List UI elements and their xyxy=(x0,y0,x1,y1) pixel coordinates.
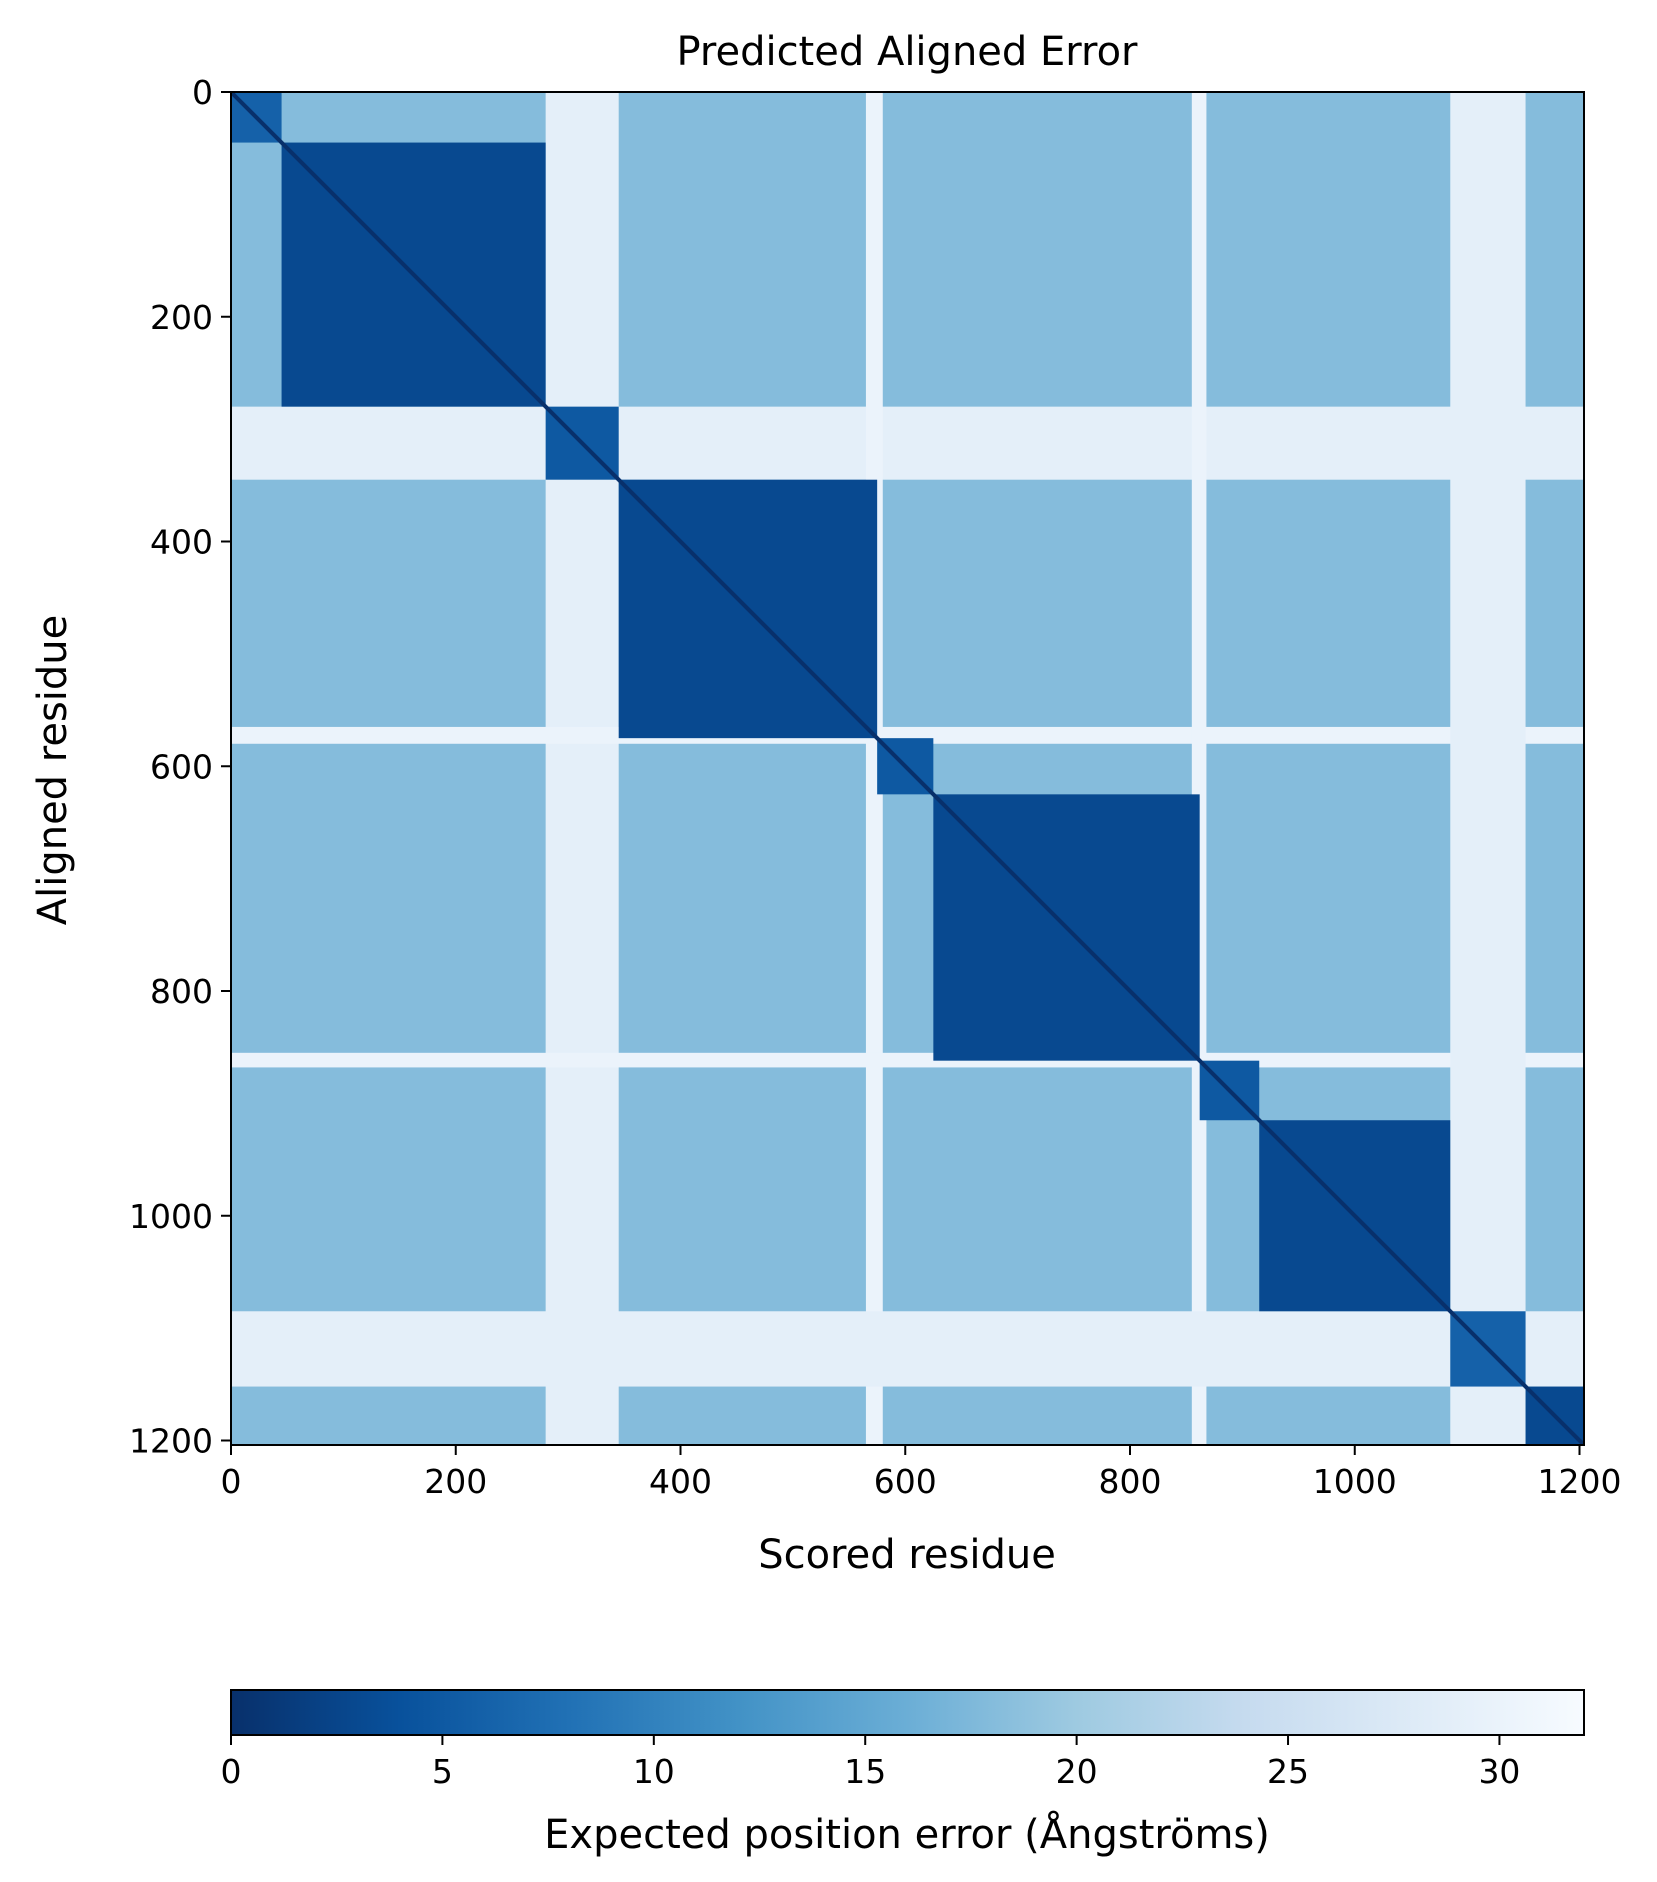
heatmap-flexible-row-1 xyxy=(231,726,1584,744)
heatmap-flexible-col-0 xyxy=(545,92,619,1445)
x-tick-label: 400 xyxy=(649,1462,712,1501)
y-tick-label: 400 xyxy=(150,523,213,562)
colorbar-tick-label: 25 xyxy=(1267,1752,1309,1791)
x-tick-label: 0 xyxy=(221,1462,242,1501)
colorbar-tick-label: 5 xyxy=(432,1752,453,1791)
colorbar-tick-label: 0 xyxy=(221,1752,242,1791)
y-tick-label: 200 xyxy=(150,298,213,337)
y-tick-label: 800 xyxy=(150,972,213,1011)
colorbar-tick-label: 15 xyxy=(844,1752,886,1791)
colorbar-title: Expected position error (Ångströms) xyxy=(544,1810,1270,1858)
x-tick-label: 200 xyxy=(424,1462,487,1501)
heatmap-flexible-col-1 xyxy=(865,92,883,1445)
y-tick-label: 1200 xyxy=(129,1422,213,1461)
x-axis: 0 200 400 600 800 1000 1200 xyxy=(221,1445,1622,1501)
x-tick-label: 1200 xyxy=(1538,1462,1622,1501)
y-axis-title: Aligned residue xyxy=(30,615,76,926)
colorbar-axis: 0 5 10 15 20 25 30 xyxy=(221,1735,1520,1791)
y-tick-label: 600 xyxy=(150,747,213,786)
heatmap-flexible-row-2 xyxy=(231,1052,1584,1068)
colorbar xyxy=(231,1690,1584,1735)
heatmap-flexible-col-2 xyxy=(1191,92,1207,1445)
heatmap-flexible-row-0 xyxy=(231,406,1584,480)
colorbar-tick-label: 20 xyxy=(1056,1752,1098,1791)
x-tick-label: 1000 xyxy=(1313,1462,1397,1501)
y-tick-label: 0 xyxy=(192,73,213,112)
chart-title: Predicted Aligned Error xyxy=(676,29,1138,75)
y-axis: 0 200 400 600 800 1000 1200 xyxy=(129,73,231,1461)
colorbar-tick-label: 30 xyxy=(1478,1752,1520,1791)
colorbar-frame xyxy=(230,1689,1585,1736)
y-tick-label: 1000 xyxy=(129,1197,213,1236)
plot-frame xyxy=(230,91,1585,1446)
heatmap-diagonal xyxy=(231,92,1584,1445)
x-tick-label: 800 xyxy=(1099,1462,1162,1501)
heatmap-flexible-col-3 xyxy=(1450,92,1526,1445)
colorbar-tick-label: 10 xyxy=(633,1752,675,1791)
x-axis-title: Scored residue xyxy=(758,1532,1056,1578)
x-tick-label: 600 xyxy=(874,1462,937,1501)
heatmap-flexible-row-3 xyxy=(231,1311,1584,1387)
heatmap xyxy=(231,92,1584,1445)
